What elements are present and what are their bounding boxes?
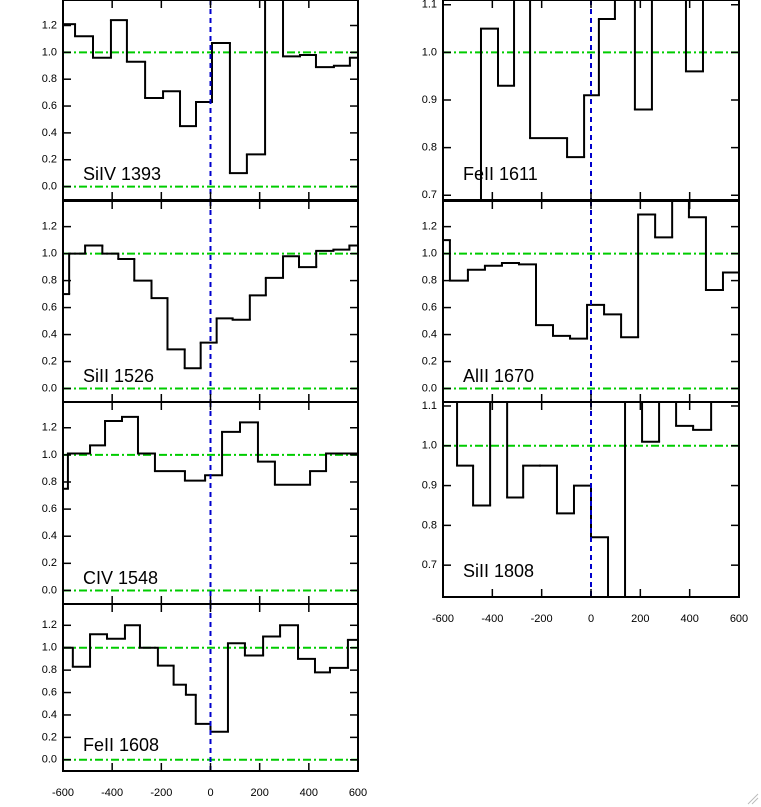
x-tick-label: -400 xyxy=(101,787,123,799)
x-tick-label: 600 xyxy=(349,787,367,799)
plot-area xyxy=(63,201,358,402)
y-tick-label: 0.2 xyxy=(42,557,57,569)
x-tick-label: -200 xyxy=(150,787,172,799)
line-label: CIV 1548 xyxy=(83,568,158,588)
y-tick-label: 1.2 xyxy=(42,19,57,31)
y-tick-label: 1.0 xyxy=(42,642,57,654)
resize-grip xyxy=(747,793,759,805)
y-tick-label: 0.2 xyxy=(42,355,57,367)
x-tick-label: 400 xyxy=(680,613,698,625)
y-tick-label: 0.7 xyxy=(422,189,437,201)
y-tick-label: 0.8 xyxy=(42,274,57,286)
x-tick-label: -400 xyxy=(481,613,503,625)
y-tick-label: 0.9 xyxy=(422,479,437,491)
y-tick-label: 0.6 xyxy=(42,301,57,313)
plot-area xyxy=(63,0,358,200)
y-tick-label: 0.8 xyxy=(42,476,57,488)
plot-area xyxy=(443,402,739,597)
line-label: SiIV 1393 xyxy=(83,164,161,184)
y-tick-label: 0.0 xyxy=(422,382,437,394)
y-tick-label: 1.0 xyxy=(42,449,57,461)
y-tick-label: 0.8 xyxy=(422,519,437,531)
y-tick-label: 0.7 xyxy=(422,559,437,571)
plot-area xyxy=(443,0,739,200)
y-tick-label: 0.0 xyxy=(42,584,57,596)
line-label: FeII 1611 xyxy=(463,164,538,184)
y-tick-label: 0.4 xyxy=(42,127,57,139)
y-tick-label: 0.6 xyxy=(42,503,57,515)
plot-area xyxy=(63,402,358,604)
y-tick-label: 0.0 xyxy=(42,382,57,394)
y-tick-label: 1.2 xyxy=(42,619,57,631)
y-tick-label: 0.8 xyxy=(422,142,437,154)
x-tick-label: -200 xyxy=(531,613,553,625)
plot-area xyxy=(63,604,358,771)
y-tick-label: 1.1 xyxy=(422,0,437,11)
y-tick-label: 1.2 xyxy=(42,221,57,233)
x-tick-label: 0 xyxy=(207,787,213,799)
y-tick-label: 1.0 xyxy=(42,46,57,58)
y-tick-label: 0.2 xyxy=(422,355,437,367)
line-label: AlII 1670 xyxy=(463,366,534,386)
y-tick-label: 0.2 xyxy=(42,731,57,743)
y-tick-label: 0.4 xyxy=(42,328,57,340)
y-tick-label: 1.2 xyxy=(422,221,437,233)
y-tick-label: 0.4 xyxy=(422,328,437,340)
x-tick-label: 0 xyxy=(588,613,594,625)
x-tick-label: 200 xyxy=(631,613,649,625)
y-tick-label: 0.6 xyxy=(42,100,57,112)
y-tick-label: 0.2 xyxy=(42,154,57,166)
y-tick-label: 1.1 xyxy=(422,400,437,412)
x-tick-label: 600 xyxy=(730,613,748,625)
x-tick-label: -600 xyxy=(432,613,454,625)
y-tick-label: 1.0 xyxy=(422,46,437,58)
y-tick-label: 1.2 xyxy=(42,422,57,434)
x-tick-label: 400 xyxy=(300,787,318,799)
y-tick-label: 1.0 xyxy=(422,248,437,260)
y-tick-label: 0.8 xyxy=(42,664,57,676)
y-tick-label: 1.0 xyxy=(422,440,437,452)
plot-area xyxy=(443,201,739,402)
x-tick-label: 200 xyxy=(250,787,268,799)
y-tick-label: 0.6 xyxy=(422,301,437,313)
line-label: SiII 1526 xyxy=(83,366,154,386)
y-tick-label: 1.0 xyxy=(42,248,57,260)
y-tick-label: 0.0 xyxy=(42,180,57,192)
line-label: FeII 1608 xyxy=(83,735,159,755)
y-tick-label: 0.8 xyxy=(422,274,437,286)
y-tick-label: 0.0 xyxy=(42,754,57,766)
y-tick-label: 0.6 xyxy=(42,686,57,698)
line-label: SiII 1808 xyxy=(463,561,534,581)
y-tick-label: 0.9 xyxy=(422,94,437,106)
x-tick-label: -600 xyxy=(52,787,74,799)
y-tick-label: 0.8 xyxy=(42,73,57,85)
y-tick-label: 0.4 xyxy=(42,530,57,542)
y-tick-label: 0.4 xyxy=(42,709,57,721)
